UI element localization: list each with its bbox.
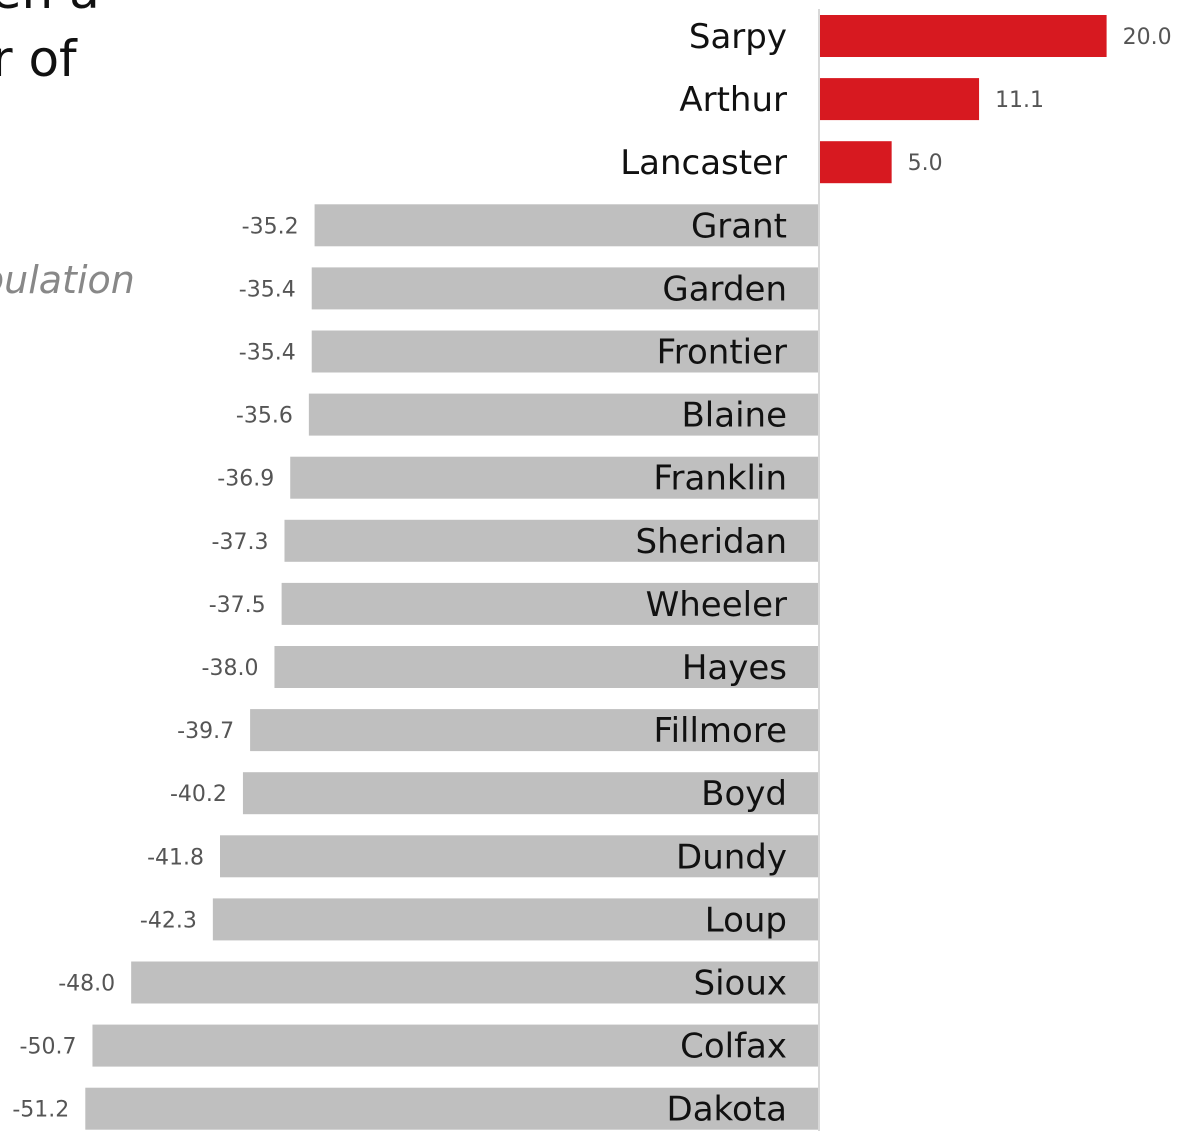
chart-subtitle: pulation (0, 258, 135, 302)
category-label: Sioux (694, 964, 788, 1004)
bar-row-arthur: Arthur 11.1 (679, 78, 1044, 121)
value-label: 5.0 (908, 151, 943, 176)
bar-row-frontier: Frontier -35.4 (239, 330, 818, 373)
bar-row-sioux: Sioux -48.0 (58, 961, 818, 1004)
value-label: -50.7 (20, 1035, 77, 1060)
category-label: Dakota (667, 1090, 787, 1130)
value-label: -35.4 (239, 341, 296, 366)
value-label: -48.0 (58, 972, 115, 997)
value-label: -51.2 (12, 1098, 69, 1123)
value-label: -37.3 (212, 530, 269, 555)
value-label: -35.2 (242, 214, 299, 239)
category-label: Lancaster (620, 143, 787, 183)
category-label: Fillmore (654, 711, 788, 751)
value-label: -42.3 (140, 908, 197, 933)
bar (311, 330, 818, 373)
bar (308, 393, 818, 436)
bar-row-loup: Loup -42.3 (140, 898, 818, 941)
category-label: Wheeler (646, 585, 787, 625)
value-label: -39.7 (177, 719, 234, 744)
bar-row-dakota: Dakota -51.2 (12, 1087, 818, 1130)
value-label: 20.0 (1123, 25, 1172, 50)
bar-row-lancaster: Lancaster 5.0 (620, 141, 943, 184)
bar (311, 267, 818, 310)
bar (242, 772, 818, 815)
category-label: Franklin (653, 459, 787, 499)
value-label: 11.1 (995, 88, 1044, 113)
bar (820, 141, 892, 184)
bar (131, 961, 818, 1004)
category-label: Grant (691, 206, 787, 246)
bar (820, 15, 1107, 57)
bar-row-sheridan: Sheridan -37.3 (212, 519, 819, 562)
bar-row-blaine: Blaine -35.6 (236, 393, 818, 436)
bar (820, 78, 980, 121)
bar-row-franklin: Franklin -36.9 (217, 456, 818, 499)
bar (212, 898, 818, 941)
bar-row-dundy: Dundy -41.8 (147, 835, 819, 878)
bar (284, 519, 819, 562)
chart-title-line-2: r of (0, 30, 77, 88)
value-label: -36.9 (217, 467, 274, 492)
category-label: Dundy (676, 837, 787, 877)
category-label: Loup (705, 900, 787, 940)
value-label: -35.6 (236, 404, 293, 429)
bar-row-garden: Garden -35.4 (239, 267, 818, 310)
category-label: Boyd (701, 774, 787, 814)
bar (281, 582, 818, 625)
bar-row-wheeler: Wheeler -37.5 (209, 582, 818, 625)
bar-row-colfax: Colfax -50.7 (20, 1024, 819, 1067)
bar (274, 646, 819, 688)
value-label: -38.0 (202, 656, 259, 681)
bar-row-sarpy: Sarpy 20.0 (689, 15, 1172, 57)
chart-title-line-1: een a (0, 0, 100, 20)
bar (85, 1087, 818, 1130)
bar (290, 456, 818, 499)
category-label: Arthur (679, 80, 787, 120)
bar-row-hayes: Hayes -38.0 (202, 646, 819, 688)
category-label: Hayes (682, 648, 787, 688)
bar (250, 709, 818, 752)
category-label: Sarpy (689, 17, 787, 57)
value-label: -35.4 (239, 277, 296, 302)
bar (220, 835, 819, 878)
category-label: Garden (662, 269, 787, 309)
bar (314, 204, 818, 247)
category-label: Frontier (657, 333, 787, 373)
bar (92, 1024, 819, 1067)
bar-row-grant: Grant -35.2 (242, 204, 818, 247)
category-label: Blaine (681, 396, 787, 436)
bar-row-boyd: Boyd -40.2 (170, 772, 818, 815)
category-label: Sheridan (636, 522, 787, 562)
value-label: -40.2 (170, 782, 227, 807)
value-label: -37.5 (209, 593, 266, 618)
value-label: -41.8 (147, 845, 204, 870)
category-label: Colfax (680, 1027, 787, 1067)
bar-row-fillmore: Fillmore -39.7 (177, 709, 818, 752)
